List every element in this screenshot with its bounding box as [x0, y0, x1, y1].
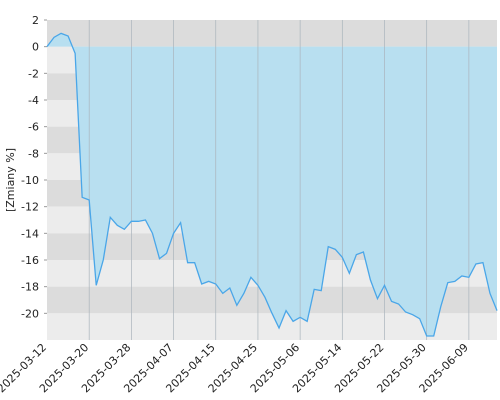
y-tick-label: 0 — [32, 41, 39, 54]
y-tick-label: -10 — [21, 174, 39, 187]
y-tick-label: -8 — [28, 147, 39, 160]
y-tick-label: -20 — [21, 307, 39, 320]
y-tick-label: -6 — [28, 121, 39, 134]
y-tick-label: 2 — [32, 14, 39, 27]
line — [46, 32, 498, 337]
y-tick-label: -4 — [28, 94, 39, 107]
y-tick-label: -18 — [21, 281, 39, 294]
y-tick-label: -12 — [21, 201, 39, 214]
y-tick-label: -14 — [21, 227, 39, 240]
y-tick-label: -16 — [21, 254, 39, 267]
y-axis-label: [Zmiany %] — [4, 148, 17, 212]
y-tick-label: -2 — [28, 67, 39, 80]
band — [47, 20, 497, 47]
